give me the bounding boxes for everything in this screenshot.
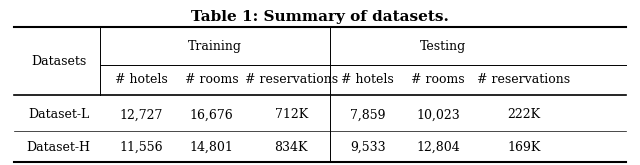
Text: Testing: Testing xyxy=(420,40,467,53)
Text: 834K: 834K xyxy=(275,141,308,154)
Text: 12,804: 12,804 xyxy=(416,141,460,154)
Text: 169K: 169K xyxy=(508,141,541,154)
Text: # reservations: # reservations xyxy=(477,73,570,86)
Text: Dataset-H: Dataset-H xyxy=(27,141,91,154)
Text: 10,023: 10,023 xyxy=(416,108,460,121)
Text: # reservations: # reservations xyxy=(244,73,338,86)
Text: 12,727: 12,727 xyxy=(120,108,163,121)
Text: 11,556: 11,556 xyxy=(120,141,163,154)
Text: 712K: 712K xyxy=(275,108,308,121)
Text: 7,859: 7,859 xyxy=(350,108,385,121)
Text: Training: Training xyxy=(188,40,242,53)
Text: Datasets: Datasets xyxy=(31,55,86,68)
Text: 222K: 222K xyxy=(508,108,540,121)
Text: 9,533: 9,533 xyxy=(350,141,386,154)
Text: 16,676: 16,676 xyxy=(190,108,234,121)
Text: Table 1: Summary of datasets.: Table 1: Summary of datasets. xyxy=(191,10,449,23)
Text: # rooms: # rooms xyxy=(411,73,465,86)
Text: 14,801: 14,801 xyxy=(189,141,234,154)
Text: # rooms: # rooms xyxy=(185,73,239,86)
Text: # hotels: # hotels xyxy=(341,73,394,86)
Text: Dataset-L: Dataset-L xyxy=(28,108,90,121)
Text: # hotels: # hotels xyxy=(115,73,168,86)
